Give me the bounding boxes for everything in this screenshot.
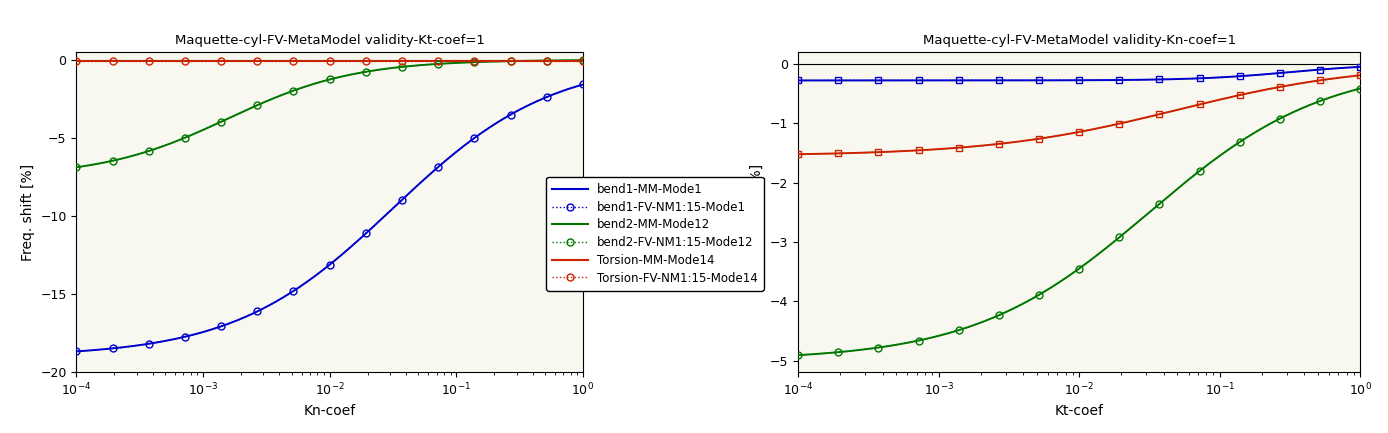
Y-axis label: Freq. shift [%]: Freq. shift [%] bbox=[751, 164, 765, 261]
Legend: bend1-MM-Mode1, bend1-FV-NM1:15-Mode1, bend2-MM-Mode12, bend2-FV-NM1:15-Mode12, : bend1-MM-Mode1, bend1-FV-NM1:15-Mode1, b… bbox=[547, 177, 763, 291]
X-axis label: Kt-coef: Kt-coef bbox=[1055, 404, 1103, 418]
Title: Maquette-cyl-FV-MetaModel validity-Kn-coef=1: Maquette-cyl-FV-MetaModel validity-Kn-co… bbox=[923, 34, 1235, 47]
Title: Maquette-cyl-FV-MetaModel validity-Kt-coef=1: Maquette-cyl-FV-MetaModel validity-Kt-co… bbox=[175, 34, 484, 47]
X-axis label: Kn-coef: Kn-coef bbox=[304, 404, 355, 418]
Y-axis label: Freq. shift [%]: Freq. shift [%] bbox=[21, 164, 35, 261]
